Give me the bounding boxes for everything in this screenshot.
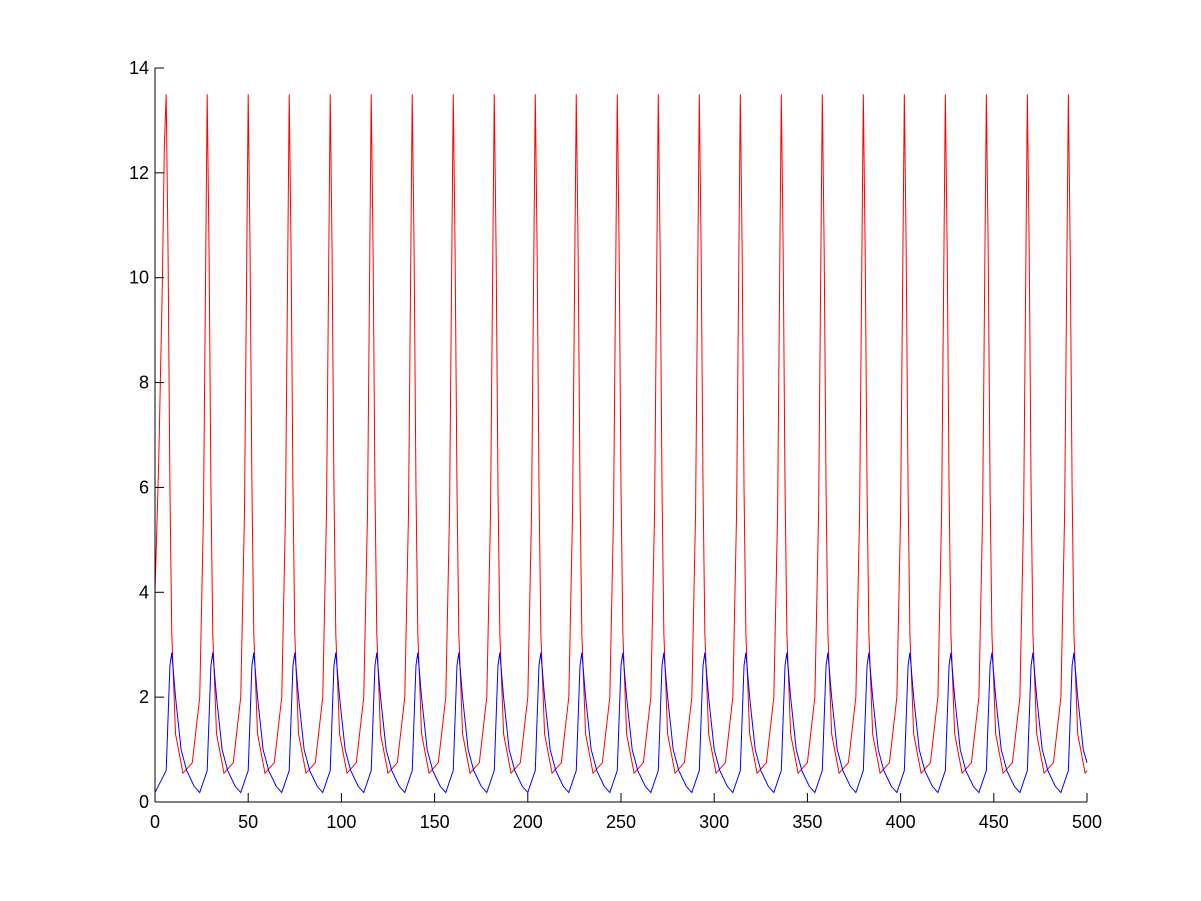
- x-tick-label: 450: [979, 812, 1009, 832]
- x-tick-label: 200: [513, 812, 543, 832]
- series-line: [154, 94, 1088, 775]
- y-tick-label: 2: [139, 687, 149, 707]
- y-tick-label: 4: [139, 582, 149, 602]
- x-tick-label: 350: [792, 812, 822, 832]
- x-tick-label: 500: [1072, 812, 1102, 832]
- x-tick-label: 100: [326, 812, 356, 832]
- x-tick-label: 50: [238, 812, 258, 832]
- y-tick-label: 14: [129, 58, 149, 78]
- x-tick-label: 300: [699, 812, 729, 832]
- x-tick-label: 150: [420, 812, 450, 832]
- y-tick-label: 12: [129, 163, 149, 183]
- series-line: [154, 652, 1088, 794]
- y-tick-label: 6: [139, 477, 149, 497]
- x-tick-label: 250: [606, 812, 636, 832]
- y-tick-label: 8: [139, 373, 149, 393]
- y-tick-label: 10: [129, 268, 149, 288]
- y-tick-label: 0: [139, 792, 149, 812]
- x-tick-label: 0: [150, 812, 160, 832]
- x-tick-label: 400: [886, 812, 916, 832]
